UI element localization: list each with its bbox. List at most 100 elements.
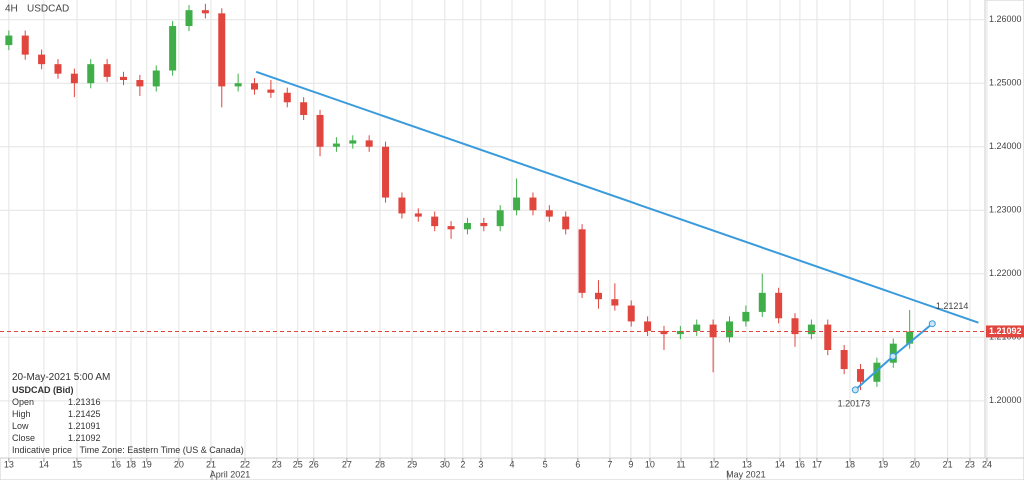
candle-body bbox=[627, 305, 635, 322]
candle-body bbox=[283, 92, 291, 103]
info-value: 1.21091 bbox=[68, 421, 101, 431]
info-key: Low bbox=[12, 421, 29, 431]
candle-body bbox=[267, 89, 275, 93]
candle-body bbox=[185, 10, 193, 27]
timeframe: 4H bbox=[5, 4, 18, 15]
x-tick-label: 7 bbox=[607, 459, 612, 469]
x-tick-label: 3 bbox=[478, 459, 483, 469]
candle-body bbox=[201, 10, 209, 14]
info-date: 20-May-2021 5:00 AM bbox=[12, 372, 111, 383]
x-tick-label: 21 bbox=[206, 459, 216, 469]
candle-body bbox=[857, 369, 865, 382]
x-tick-label: 16 bbox=[795, 459, 805, 469]
x-tick-label: 11 bbox=[676, 459, 685, 469]
info-value: 1.21425 bbox=[68, 409, 101, 419]
info-footer: Indicative price Time Zone: Eastern Time… bbox=[12, 444, 244, 456]
info-key: Close bbox=[12, 433, 36, 443]
month-label: May 2021 bbox=[726, 469, 766, 479]
x-tick-label: 13 bbox=[4, 459, 14, 469]
candle-body bbox=[594, 292, 602, 300]
x-tick-label: 24 bbox=[982, 459, 992, 469]
trend-point bbox=[889, 352, 897, 360]
candle-body bbox=[644, 321, 652, 331]
candle-body bbox=[840, 350, 848, 370]
candle-body bbox=[578, 229, 586, 293]
candle-body bbox=[791, 318, 799, 335]
y-tick-label: 1.25000 bbox=[989, 78, 1022, 88]
info-row: Low 1.21091 bbox=[12, 420, 244, 432]
x-tick-label: 18 bbox=[126, 459, 136, 469]
candle-body bbox=[529, 197, 537, 211]
candle-body bbox=[562, 216, 570, 230]
x-tick-label: 16 bbox=[111, 459, 121, 469]
candle-body bbox=[906, 331, 914, 344]
x-tick-label: 19 bbox=[142, 459, 152, 469]
candle-body bbox=[725, 321, 733, 338]
x-tick-label: 25 bbox=[293, 459, 303, 469]
chart-title: USDCAD bbox=[27, 4, 69, 15]
candle-body bbox=[398, 197, 406, 214]
info-key: Open bbox=[12, 397, 35, 407]
y-tick-label: 1.23000 bbox=[989, 205, 1022, 215]
candle-body bbox=[5, 35, 13, 46]
y-tick-label: 1.22000 bbox=[989, 268, 1022, 278]
x-tick-label: 14 bbox=[775, 459, 785, 469]
info-key: High bbox=[12, 409, 31, 419]
candle-body bbox=[103, 64, 111, 77]
candle-body bbox=[251, 83, 259, 90]
x-tick-label: 30 bbox=[440, 459, 450, 469]
info-timezone: Time Zone: Eastern Time (US & Canada) bbox=[79, 445, 244, 455]
candle-body bbox=[332, 143, 340, 147]
x-tick-label: 21 bbox=[943, 459, 953, 469]
candle-body bbox=[480, 222, 488, 227]
info-row: Close 1.21092 bbox=[12, 432, 244, 444]
info-row: High 1.21425 bbox=[12, 408, 244, 420]
candle-body bbox=[382, 146, 390, 198]
x-tick-label: 17 bbox=[812, 459, 822, 469]
candle-body bbox=[218, 13, 226, 87]
candle-body bbox=[496, 210, 504, 227]
candle-body bbox=[660, 330, 668, 335]
info-value: 1.21092 bbox=[68, 433, 101, 443]
candle-body bbox=[611, 299, 619, 306]
candle-body bbox=[709, 324, 717, 338]
x-tick-label: 22 bbox=[240, 459, 250, 469]
candle-body bbox=[775, 292, 783, 319]
candle-body bbox=[38, 54, 46, 65]
candle-body bbox=[21, 35, 29, 55]
x-tick-label: 18 bbox=[845, 459, 855, 469]
x-tick-label: 14 bbox=[39, 459, 49, 469]
x-tick-label: 26 bbox=[309, 459, 319, 469]
x-tick-label: 19 bbox=[878, 459, 888, 469]
last-price-box bbox=[986, 325, 1024, 338]
candle-body bbox=[676, 330, 684, 335]
candle-body bbox=[349, 140, 357, 144]
annotation: 1.20173 bbox=[838, 398, 871, 408]
y-tick-label: 1.20000 bbox=[989, 395, 1022, 405]
candle-body bbox=[545, 210, 553, 217]
candle-body bbox=[234, 83, 242, 87]
candle-body bbox=[365, 140, 373, 147]
candle-body bbox=[463, 222, 471, 230]
x-tick-label: 2 bbox=[460, 459, 465, 469]
x-tick-label: 4 bbox=[509, 459, 514, 469]
info-value: 1.21316 bbox=[68, 397, 101, 407]
trend-point bbox=[928, 320, 936, 328]
x-tick-label: 5 bbox=[543, 459, 548, 469]
candle-body bbox=[693, 324, 701, 331]
candle-body bbox=[758, 292, 766, 312]
candle-body bbox=[152, 70, 160, 87]
trend-point bbox=[851, 386, 859, 394]
candle-body bbox=[431, 216, 439, 227]
month-label: April 2021 bbox=[210, 469, 251, 479]
candle-body bbox=[742, 311, 750, 322]
candle-body bbox=[54, 64, 62, 74]
x-tick-label: 23 bbox=[965, 459, 975, 469]
annotation: 1.21214 bbox=[936, 301, 969, 311]
info-note: Indicative price bbox=[12, 445, 73, 455]
x-tick-label: 10 bbox=[645, 459, 655, 469]
x-tick-label: 13 bbox=[742, 459, 752, 469]
candle-body bbox=[136, 80, 144, 87]
last-price-label: 1.21092 bbox=[989, 326, 1022, 336]
